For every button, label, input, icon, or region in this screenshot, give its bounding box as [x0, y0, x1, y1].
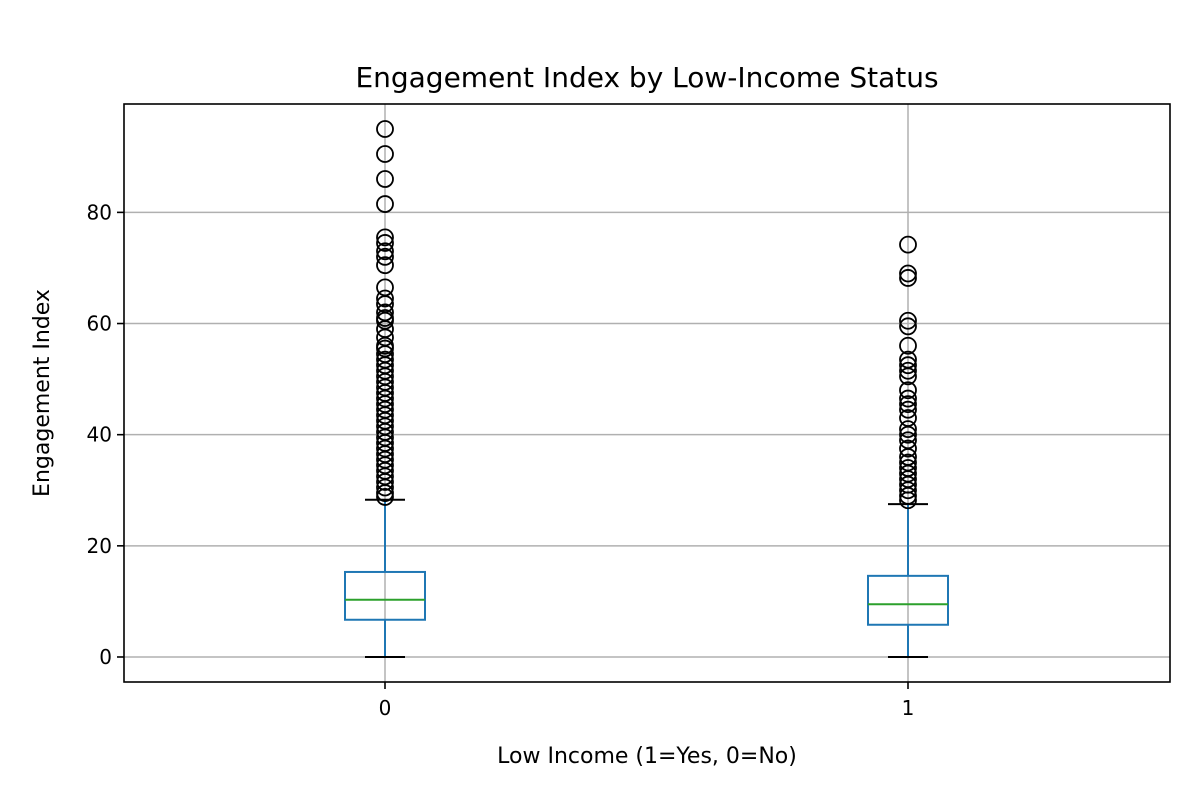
plot-frame — [123, 103, 1171, 683]
plot-area: 0 20 40 60 80 0 1 — [87, 103, 1171, 720]
x-tick-label: 1 — [902, 696, 915, 720]
outlier-point — [899, 381, 917, 400]
outlier-point — [899, 389, 917, 408]
outlier-point — [376, 195, 394, 213]
outlier-point — [899, 367, 917, 386]
outlier-point — [899, 264, 917, 283]
outlier-point — [376, 228, 394, 247]
outlier-point — [376, 170, 394, 188]
outlier-point — [899, 400, 917, 419]
y-tick-label: 60 — [87, 312, 112, 336]
outlier-point — [899, 269, 917, 287]
outlier-point — [376, 289, 394, 308]
outlier-point — [376, 488, 394, 506]
box-iqr — [867, 574, 949, 626]
chart-title: Engagement Index by Low-Income Status — [355, 61, 938, 94]
outlier-point — [376, 120, 394, 138]
outlier-point — [376, 234, 394, 252]
y-axis-label: Engagement Index — [30, 289, 55, 497]
outlier-point — [899, 336, 917, 355]
outlier-point — [376, 247, 394, 266]
outlier-point — [899, 481, 917, 500]
outlier-point — [899, 235, 917, 254]
y-tick-label: 80 — [87, 200, 112, 224]
outlier-point — [899, 439, 917, 458]
outlier-point — [376, 145, 394, 163]
outlier-point — [899, 311, 917, 330]
outlier-point — [376, 473, 394, 491]
y-tick-label: 20 — [87, 534, 112, 558]
y-tick-label: 40 — [87, 423, 112, 447]
outlier-point — [376, 256, 394, 275]
box-iqr — [344, 570, 426, 621]
x-tick-label: 0 — [379, 696, 392, 720]
outlier-point — [899, 425, 917, 444]
outlier-point — [899, 491, 917, 510]
y-tick-label: 0 — [99, 645, 112, 669]
outlier-point — [899, 486, 917, 505]
outlier-point — [899, 361, 917, 380]
x-axis-label: Low Income (1=Yes, 0=No) — [497, 744, 797, 769]
outlier-point — [376, 242, 394, 261]
outlier-point — [899, 317, 917, 336]
outlier-point — [899, 356, 917, 375]
outlier-point — [899, 395, 917, 414]
outlier-point — [376, 478, 394, 497]
outlier-point — [899, 420, 917, 439]
